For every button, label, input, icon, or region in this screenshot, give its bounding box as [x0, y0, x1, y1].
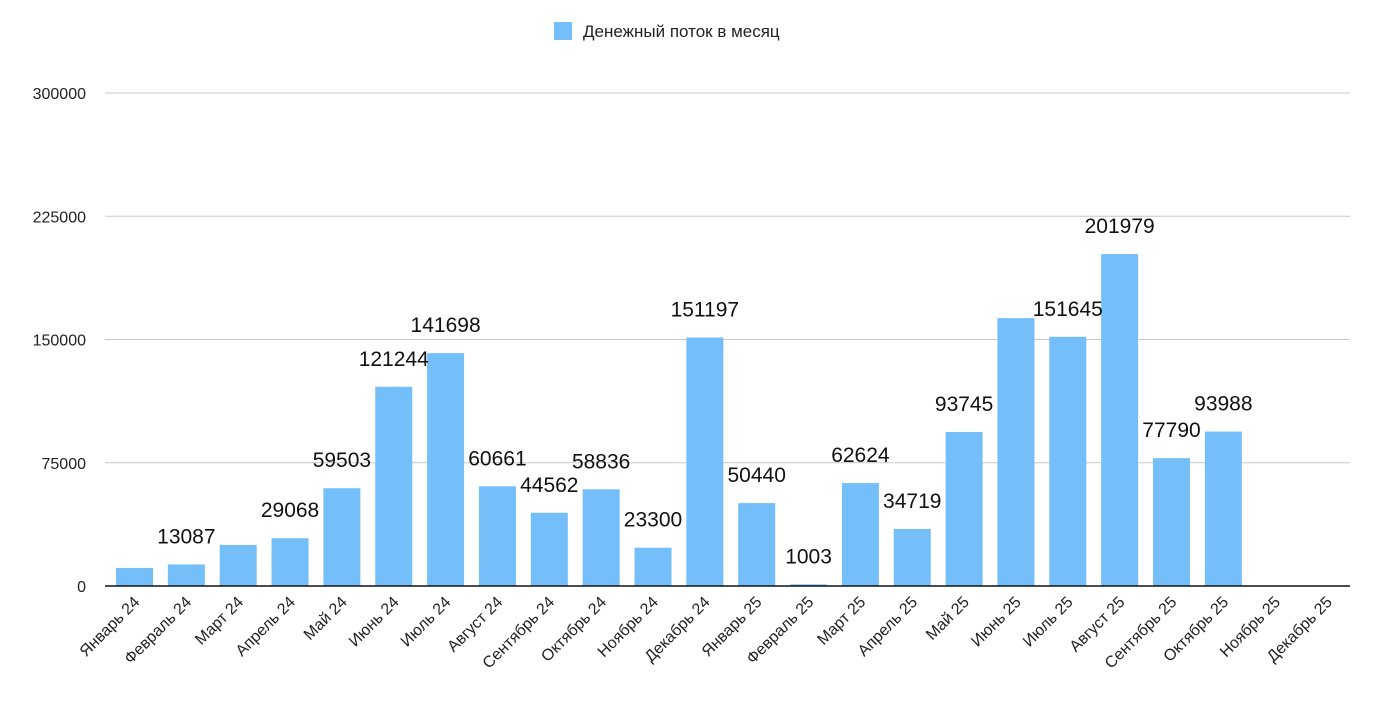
legend: Денежный поток в месяц	[554, 22, 780, 41]
data-label: 93988	[1194, 393, 1252, 416]
bar	[375, 386, 413, 586]
bar	[478, 486, 516, 586]
gridlines	[105, 92, 1350, 464]
data-label: 60661	[468, 447, 526, 470]
data-label: 201979	[1085, 215, 1155, 238]
bar	[1049, 336, 1087, 586]
x-tick-label: Март 25	[814, 594, 869, 649]
data-label: 93745	[935, 393, 993, 416]
data-label: 141698	[411, 314, 481, 337]
data-labels: 13087 29068 59503 121244 141698 60661 44562588…	[157, 215, 1252, 568]
bar	[582, 489, 620, 586]
legend-label: Денежный поток в месяц	[583, 22, 780, 41]
bar	[530, 512, 568, 586]
y-tick-label: 0	[77, 579, 86, 596]
data-label: 151197	[671, 299, 740, 322]
x-tick-label: Май 25	[923, 594, 973, 644]
bar	[1101, 254, 1139, 586]
bar	[790, 584, 828, 586]
bar	[945, 431, 983, 586]
y-tick-label: 300000	[33, 86, 86, 103]
x-tick-label: Март 24	[192, 594, 247, 649]
bar	[219, 544, 257, 586]
data-label: 62624	[831, 444, 890, 467]
bar	[997, 318, 1035, 586]
bar	[323, 488, 361, 586]
x-tick-label: Июнь 25	[968, 594, 1025, 651]
data-label: 29068	[261, 499, 319, 522]
data-label: 121244	[359, 348, 429, 371]
x-tick-label: Май 24	[301, 594, 351, 644]
x-tick-label: Июнь 24	[346, 594, 403, 651]
bar	[893, 528, 931, 586]
data-label: 59503	[313, 449, 371, 472]
bar	[738, 503, 776, 586]
data-label: 50440	[727, 464, 785, 487]
bars	[116, 254, 1242, 586]
data-label: 44562	[520, 474, 578, 497]
data-label: 77790	[1142, 419, 1200, 442]
bar	[271, 538, 309, 586]
bar	[116, 567, 153, 586]
bar	[634, 547, 672, 586]
bar	[167, 564, 205, 586]
bar	[686, 337, 724, 586]
y-tick-label: 150000	[33, 333, 86, 350]
data-label: 1003	[785, 545, 832, 568]
data-label: 58836	[572, 450, 630, 473]
legend-swatch	[554, 22, 572, 40]
y-tick-label: 225000	[33, 209, 86, 226]
data-label: 151645	[1033, 298, 1103, 321]
bar	[427, 353, 465, 586]
bar	[841, 483, 879, 586]
y-tick-label: 75000	[42, 456, 87, 473]
bar	[1204, 431, 1242, 586]
data-label: 23300	[624, 509, 682, 532]
data-label: 13087	[157, 525, 215, 548]
bar	[1153, 458, 1190, 586]
y-axis-ticks: 0 75000 150000 225000 300000	[33, 86, 86, 596]
data-label: 34719	[883, 490, 941, 513]
